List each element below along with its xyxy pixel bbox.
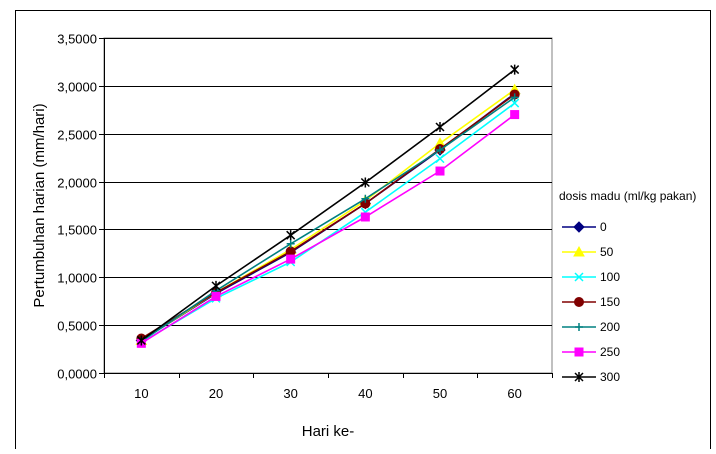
data-point [436, 145, 444, 154]
x-tick-label: 10 [134, 386, 148, 401]
legend-item: 200 [562, 320, 620, 334]
legend-marker [575, 323, 583, 331]
legend: 0 50 100 150 200 250 300 [562, 220, 620, 384]
data-point [510, 93, 519, 102]
y-tick-label: 0,5000 [57, 319, 97, 334]
y-axis-title: Pertumbuhan harian (mm/hari) [31, 103, 48, 307]
legend-item: 100 [562, 270, 620, 284]
axes: 0,0000 0,5000 1,0000 1,5000 2,0000 2,5000 3,00… [57, 32, 553, 401]
data-point [211, 280, 221, 291]
legend-label: 0 [600, 220, 607, 234]
series-250 [136, 110, 520, 348]
legend-label: 50 [600, 245, 614, 259]
legend-label: 150 [600, 295, 620, 309]
data-point [286, 230, 296, 241]
legend-item: 50 [562, 245, 614, 259]
series-line [140, 96, 516, 343]
legend-item: 0 [562, 220, 607, 234]
legend-marker [574, 272, 584, 282]
series-300 [136, 64, 520, 346]
data-point [286, 239, 295, 248]
legend-item: 300 [562, 370, 620, 384]
plot-area [103, 37, 553, 374]
legend-marker [574, 372, 584, 382]
y-tick-label: 1,0000 [57, 271, 97, 286]
data-point [510, 98, 520, 108]
series-line [140, 93, 516, 340]
data-point [285, 246, 296, 257]
gridlines [104, 38, 552, 326]
data-point [211, 291, 221, 301]
legend-item: 150 [562, 295, 620, 309]
x-tick-label: 60 [507, 386, 521, 401]
y-tick-label: 2,0000 [57, 176, 97, 191]
data-point [360, 177, 370, 188]
legend-label: 250 [600, 345, 620, 359]
x-tick-label: 20 [209, 386, 223, 401]
y-tick-label: 2,5000 [57, 128, 97, 143]
legend-label: 300 [600, 370, 620, 384]
data-point [136, 335, 146, 346]
legend-item: 250 [562, 345, 620, 359]
x-axis-title: Hari ke- [302, 423, 355, 440]
x-tick-label: 30 [283, 386, 297, 401]
y-tick-label: 0,0000 [57, 367, 97, 382]
legend-label: 200 [600, 320, 620, 334]
data-point [435, 166, 445, 176]
data-point [361, 194, 370, 203]
data-point [360, 212, 370, 222]
data-point [286, 254, 296, 264]
x-tick-label: 50 [433, 386, 447, 401]
legend-title: dosis madu (ml/kg pakan) [559, 189, 696, 203]
y-tick-label: 3,5000 [57, 32, 97, 47]
data-point [510, 64, 520, 75]
chart-area-border [15, 10, 711, 449]
legend-label: 100 [600, 270, 620, 284]
series-group [135, 64, 521, 348]
series-line [140, 102, 516, 344]
y-tick-label: 3,0000 [57, 80, 97, 95]
x-tick-label: 40 [358, 386, 372, 401]
legend-marker [573, 245, 585, 257]
series-line [140, 68, 516, 342]
series-line [140, 113, 516, 344]
data-point [435, 122, 445, 133]
y-tick-label: 1,5000 [57, 223, 97, 238]
data-point [510, 110, 520, 120]
legend-marker [574, 297, 584, 307]
legend-marker [574, 347, 584, 357]
legend-marker [573, 221, 585, 233]
data-point [435, 154, 445, 164]
